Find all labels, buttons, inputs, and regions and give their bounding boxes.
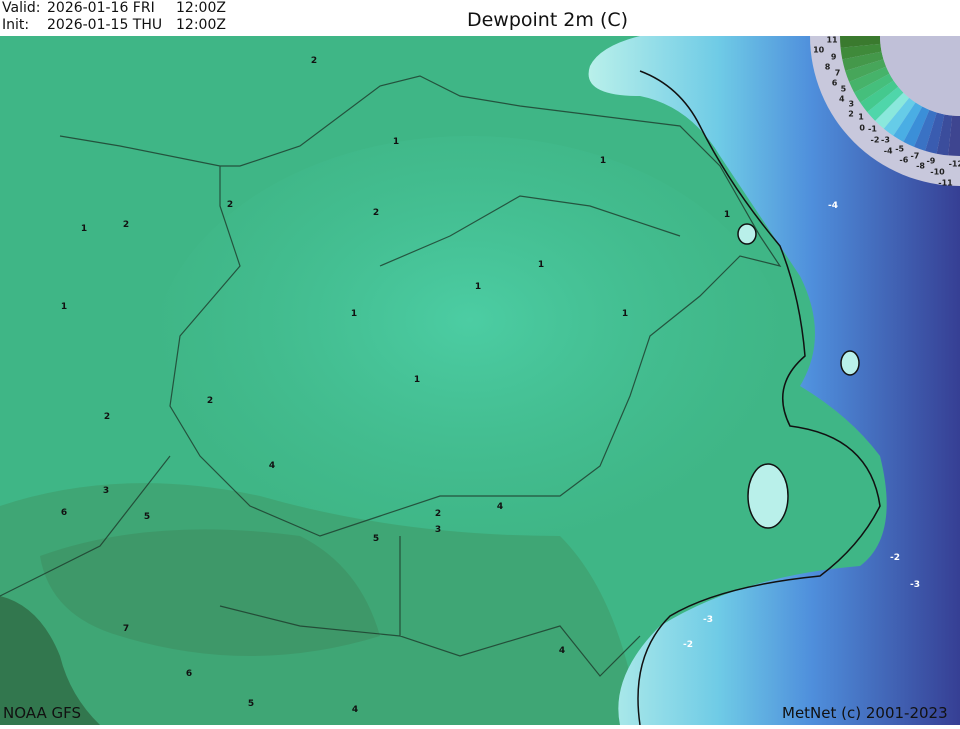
legend-label: 11 xyxy=(826,35,838,45)
init-date: 2026-01-15 THU xyxy=(47,17,163,33)
valid-date: 2026-01-16 FRI xyxy=(47,0,155,16)
contour-label: 1 xyxy=(350,309,358,319)
legend-label: 7 xyxy=(834,68,841,78)
legend-label: 6 xyxy=(831,78,838,88)
contour-label: 1 xyxy=(599,156,607,166)
legend-label: 8 xyxy=(824,62,831,72)
coast-contour xyxy=(637,70,881,726)
contour-label: 4 xyxy=(268,461,276,471)
contour-label: 3 xyxy=(434,525,442,535)
legend-label: -1 xyxy=(868,124,877,134)
contour-label: 1 xyxy=(392,137,400,147)
contour-label: 2 xyxy=(310,56,318,66)
legend-color-wedge xyxy=(875,92,910,129)
header: Valid: 2026-01-16 FRI 12:00Z Init: 2026-… xyxy=(0,0,960,36)
border xyxy=(0,75,782,677)
contour-label: 5 xyxy=(372,534,380,544)
legend-color-wedge xyxy=(845,59,887,82)
legend-label: -4 xyxy=(883,146,893,156)
legend-color-wedge xyxy=(849,66,890,93)
legend-label: -2 xyxy=(870,135,880,145)
map-title: Dewpoint 2m (C) xyxy=(466,9,629,31)
contour-label: 6 xyxy=(185,669,193,679)
contour-label: 1 xyxy=(723,210,731,220)
legend-color-wedge xyxy=(854,73,894,103)
contour-label: 5 xyxy=(247,699,255,709)
contour-label: 2 xyxy=(103,412,111,422)
contour-label: 1 xyxy=(621,309,629,319)
legend-color-wedge xyxy=(948,115,960,156)
credit: MetNet (c) 2001-2023 xyxy=(782,704,948,722)
contour-island xyxy=(840,350,860,376)
legend-label: 1 xyxy=(858,112,864,122)
legend-color-wedge xyxy=(903,106,930,147)
legend-label: -5 xyxy=(895,144,905,154)
contour-label: 2 xyxy=(206,396,214,406)
contour-label: 4 xyxy=(496,502,504,512)
contour-label: 2 xyxy=(226,200,234,210)
contour-label: 1 xyxy=(537,260,545,270)
init-label: Init: xyxy=(2,17,30,33)
contour-label: 5 xyxy=(143,512,151,522)
contour-label: 7 xyxy=(122,624,130,634)
legend-label: 2 xyxy=(848,109,854,119)
land-center xyxy=(150,136,790,596)
contour-label: -2 xyxy=(683,640,693,650)
valid-label: Valid: xyxy=(2,0,41,16)
legend-label: -6 xyxy=(899,155,909,165)
legend-label: 10 xyxy=(813,45,825,55)
legend-color-wedge xyxy=(914,109,937,151)
contour-island xyxy=(737,223,757,245)
legend-color-wedge xyxy=(867,86,904,121)
data-source: NOAA GFS xyxy=(3,704,81,722)
sea-east xyxy=(588,36,960,725)
init-time: 12:00Z xyxy=(176,17,226,33)
contour-label: 1 xyxy=(413,375,421,385)
legend-color-wedge xyxy=(883,97,916,136)
legend-label: -3 xyxy=(880,135,890,145)
legend-color-wedge xyxy=(925,112,945,154)
mountains-sw xyxy=(0,596,100,725)
contour-label: 1 xyxy=(80,224,88,234)
valid-time: 12:00Z xyxy=(176,0,226,16)
contour-label: 2 xyxy=(372,208,380,218)
legend-color-wedge xyxy=(840,43,882,60)
contour-label: 4 xyxy=(558,646,566,656)
contour-label: 2 xyxy=(434,509,442,519)
legend-color-wedge xyxy=(893,102,923,142)
contour-label: 1 xyxy=(474,282,482,292)
legend-label: -11 xyxy=(938,178,953,188)
legend-label: 9 xyxy=(830,52,837,62)
contour-label: 3 xyxy=(102,486,110,496)
legend-color-wedge xyxy=(936,114,953,156)
contour-label: -3 xyxy=(910,580,920,590)
legend-label: -8 xyxy=(916,161,925,171)
contour-label: -2 xyxy=(890,553,900,563)
legend-label: -7 xyxy=(910,151,920,161)
legend-label: 3 xyxy=(848,99,855,109)
contour-label: 4 xyxy=(351,705,359,715)
contour-label: 6 xyxy=(60,508,68,518)
contour-label: 1 xyxy=(60,302,68,312)
legend-label: 0 xyxy=(859,123,865,133)
legend-color-wedge xyxy=(840,36,881,48)
contour-label: -3 xyxy=(703,615,713,625)
legend-label: -9 xyxy=(926,156,936,166)
legend-label: -12 xyxy=(948,159,960,169)
contour-label: 2 xyxy=(122,220,130,230)
legend-label: -10 xyxy=(930,167,945,177)
legend-label: 5 xyxy=(840,84,847,94)
legend-label: 4 xyxy=(839,94,845,104)
contour-label: -4 xyxy=(828,201,838,211)
legend-color-wedge xyxy=(842,51,884,71)
contour-island xyxy=(747,463,789,529)
legend-color-wedge xyxy=(860,80,899,113)
